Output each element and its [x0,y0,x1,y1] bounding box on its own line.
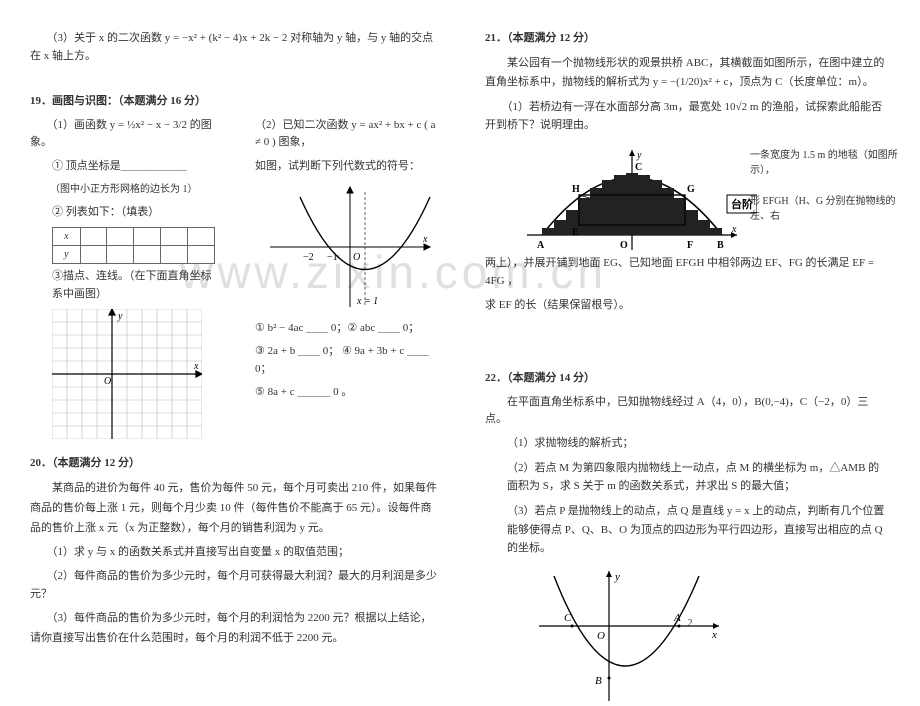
q20-body: 某商品的进价为每件 40 元，售价为每件 50 元，每个月可卖出 210 件，如… [30,479,440,538]
grid-origin-label: O [104,376,111,387]
parabola-label-o: O [353,252,360,263]
q21-side1: 一条宽度为 1.5 m 的地毯（如图所示）， [750,146,900,176]
q22-heading: 22．（本题满分 14 分） [485,370,890,388]
q22-label-o: O [597,630,605,642]
q22-label-b: B [595,675,602,687]
q21-body2-line: 两上），并展开铺到地面 EG、已知地面 EFGH 中相邻两边 EF、FG 的长满… [485,255,890,290]
q20-part3: （3）每件商品的售价为多少元时，每个月的利润恰为 2200 元？根据以上结论，请… [30,609,440,649]
q19-2-right: 如图，试判断下列代数式的符号： [255,158,440,176]
label-x: x [731,224,737,235]
q22-label-x: x [711,629,717,641]
label-f: F [687,240,693,251]
label-g: G [687,184,695,195]
q19-1a: ① 顶点坐标是＿＿＿＿＿＿ [30,158,215,176]
q22-graph: C O A B x y [529,566,890,706]
q19-formula-2: ③ 2a + b ＿＿ 0； ④ 9a + 3b + c ＿＿ 0； [255,343,440,378]
q22-part2: （2）若点 M 为第四象限内抛物线上一动点，点 M 的横坐标为 m，△AMB 的… [485,459,890,496]
q22-label-c: C [564,612,572,624]
q19-table: x y [52,227,215,264]
label-a: A [537,240,545,251]
left-column: （3）关于 x 的二次函数 y = −x² + (k² − 4)x + 2k −… [0,0,460,637]
parabola-label-x: x [422,234,428,245]
q20-heading: 20．（本题满分 12 分） [30,455,440,473]
q19-formula-3: ⑤ 8a + c ＿＿＿ 0 。 [255,384,440,402]
q3-text: （3）关于 x 的二次函数 y = −x² + (k² − 4)x + 2k −… [30,30,440,65]
label-h: H [572,184,580,195]
parabola-label-minus2: −2 [303,252,314,263]
label-b: B [717,240,724,251]
q21-body3: 求 EF 的长（结果保留根号）。 [485,297,890,315]
q22-label-a: A [673,612,681,624]
right-column: 21．（本题满分 12 分） 某公园有一个抛物线形状的观景拱桥 ABC，其横截面… [460,0,920,637]
q20-part1: （1）求 y 与 x 的函数关系式并直接写出自变量 x 的取值范围； [30,544,440,562]
table-header-x: x [53,228,81,246]
label-y: y [636,150,642,161]
grid-y-label: y [117,311,123,322]
q19-heading: 19．画图与识图：（本题满分 16 分） [30,93,440,111]
q21-body1: 某公园有一个抛物线形状的观景拱桥 ABC，其横截面如图所示，在图中建立的直角坐标… [485,54,890,94]
q21-part1: （1）若桥边有一浮在水面部分高 3m，最宽处 10√2 m 的渔船，试探索此船能… [485,99,890,134]
q19-1b-head: ② 列表如下：（填表） [30,204,215,222]
q19-part2: （2）已知二次函数 y = ax² + bx + c ( a ≠ 0 ) 图象， [255,117,440,152]
q20-part2: （2）每件商品的售价为多少元时，每个月可获得最大利润？最大的月利润是多少元？ [30,568,440,603]
q22-part1: （1）求抛物线的解析式； [485,435,890,453]
q19-formula-1: ① b² − 4ac ＿＿ 0；② abc ＿＿ 0； [255,320,440,338]
q22-label-y: y [614,571,620,583]
parabola-label-xeq1: x = 1 [356,296,378,307]
q19-part1: （1）画函数 y = ½x² − x − 3/2 的图象。 [30,117,215,152]
label-o: O [620,240,628,251]
q19-1c: ③描点、连线。（在下面直角坐标系中画图） [30,268,215,303]
table-header-y: y [53,246,81,264]
q21-side2: 形 EFGH（H、G 分别在抛物线的左、右 [750,192,910,222]
q19-blank-grid: O x y [52,309,215,439]
grid-x-label: x [193,361,199,372]
q19-parabola-figure: −2 −1 O x x = 1 [265,182,440,312]
label-e: E [572,227,579,238]
q22-part3: （3）若点 P 是抛物线上的动点，点 Q 是直线 y = x 上的动点，判断有几… [485,502,890,558]
parabola-label-minus1: −1 [327,252,338,263]
q19-grid-note: （图中小正方形网格的边长为 1） [30,182,215,198]
label-c: C [635,162,642,173]
page-number: 2 [688,618,693,629]
q22-intro: 在平面直角坐标系中，已知抛物线经过 A（4，0），B(0,−4)，C（−2，0）… [485,394,890,429]
q21-heading: 21．（本题满分 12 分） [485,30,890,48]
